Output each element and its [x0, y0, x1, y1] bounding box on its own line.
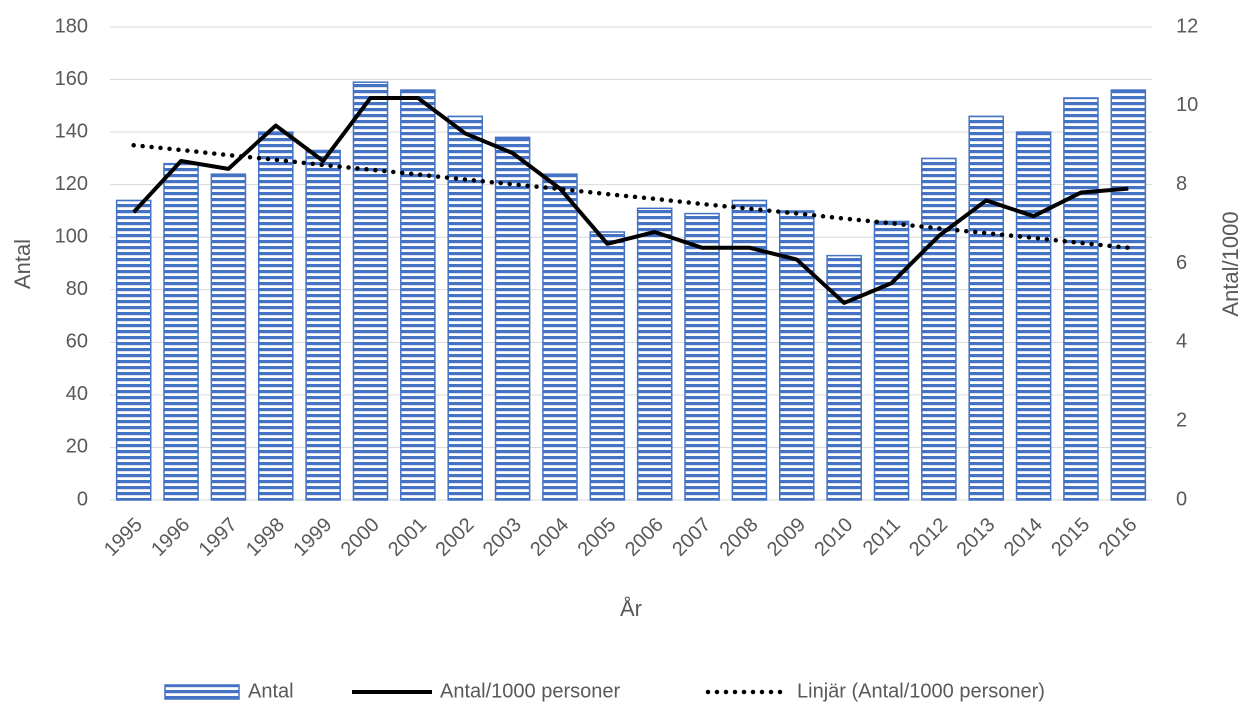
- y2-tick-label: 4: [1176, 331, 1187, 353]
- y2-tick-label: 0: [1176, 488, 1187, 510]
- bar: [447, 115, 484, 501]
- bar: [731, 199, 768, 501]
- x-tick-label: 2007: [668, 514, 715, 561]
- legend-label: Linjär (Antal/1000 personer): [797, 680, 1045, 702]
- bar: [163, 162, 199, 501]
- x-tick-label: 1997: [195, 514, 242, 561]
- bar: [352, 81, 389, 501]
- bar: [305, 149, 341, 501]
- bar: [968, 115, 1005, 501]
- y-tick-label: 40: [66, 383, 88, 405]
- x-tick-label: 2005: [574, 514, 621, 561]
- y-tick-label: 80: [66, 278, 88, 300]
- x-axis-label: År: [620, 596, 642, 621]
- line: [132, 95, 1129, 305]
- x-tick-label: 2003: [479, 514, 526, 561]
- y-tick-label: 100: [55, 226, 88, 248]
- bar: [210, 173, 247, 501]
- x-tick-label: 2010: [810, 514, 857, 561]
- y-axis-label: Antal: [10, 239, 35, 289]
- x-tick-label: 1996: [147, 514, 194, 561]
- x-tick-label: 2009: [763, 514, 810, 561]
- x-tick-label: 2015: [1047, 514, 1094, 561]
- bar: [1110, 89, 1147, 501]
- y-tick-label: 0: [77, 488, 88, 510]
- x-tick-label: 1998: [242, 514, 289, 561]
- x-tick-label: 2000: [337, 514, 384, 561]
- legend-swatch: [164, 684, 240, 700]
- y-tick-label: 180: [55, 15, 88, 37]
- x-tick-label: 2011: [859, 514, 905, 560]
- y2-tick-label: 12: [1176, 15, 1198, 37]
- bar: [1015, 131, 1052, 501]
- x-tick-label: 2001: [384, 514, 431, 561]
- bar: [494, 136, 531, 501]
- y2-tick-label: 6: [1176, 252, 1187, 274]
- bar: [1063, 97, 1099, 501]
- bar: [589, 231, 626, 501]
- y-tick-label: 60: [66, 331, 88, 353]
- y2-axis-label: Antal/1000: [1218, 211, 1243, 316]
- bar: [873, 220, 910, 501]
- y-tick-label: 140: [55, 120, 88, 142]
- x-tick-label: 2016: [1095, 514, 1142, 561]
- bar: [684, 212, 720, 501]
- y2-tick-label: 10: [1176, 94, 1198, 116]
- bar: [778, 210, 815, 501]
- legend-label: Antal: [248, 680, 294, 702]
- x-tick-label: 2013: [952, 514, 999, 561]
- y2-tick-label: 8: [1176, 173, 1187, 195]
- y2-tick-label: 2: [1176, 409, 1187, 431]
- x-tick-label: 2014: [1000, 514, 1047, 561]
- bar: [636, 207, 673, 501]
- bar: [400, 89, 436, 501]
- x-tick-label: 2004: [526, 514, 573, 561]
- bar: [115, 199, 152, 501]
- y-tick-label: 20: [66, 436, 88, 458]
- x-tick-label: 2012: [905, 514, 952, 561]
- x-tick-label: 2008: [716, 514, 763, 561]
- y-tick-label: 120: [55, 173, 88, 195]
- x-tick-label: 2002: [431, 514, 478, 561]
- x-tick-label: 1999: [289, 514, 336, 561]
- legend-label: Antal/1000 personer: [440, 680, 620, 702]
- bar: [542, 173, 578, 501]
- x-tick-label: 2006: [621, 514, 668, 561]
- bar: [921, 157, 957, 501]
- bar: [257, 131, 294, 501]
- y-tick-label: 160: [55, 68, 88, 90]
- x-tick-label: 1995: [100, 514, 147, 561]
